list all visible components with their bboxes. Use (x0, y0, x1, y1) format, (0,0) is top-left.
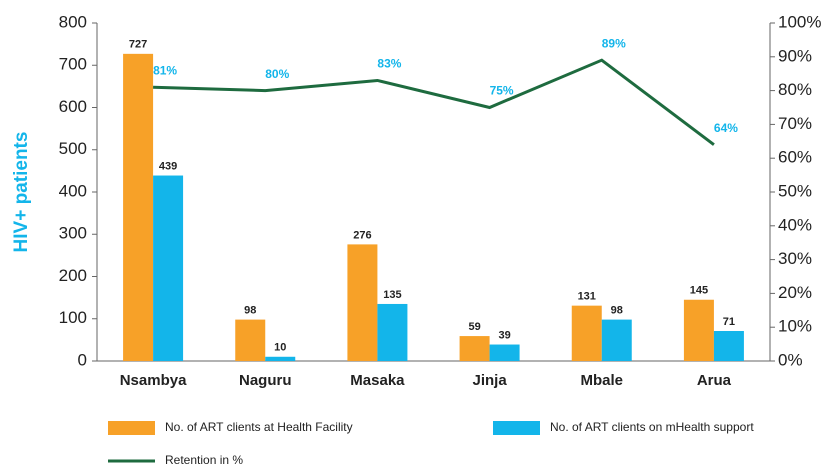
legend-label: No. of ART clients on mHealth support (550, 420, 754, 434)
x-tick-label: Jinja (472, 372, 507, 389)
x-tick-label: Nsambya (120, 372, 187, 389)
y-tick-label: 600 (59, 97, 87, 116)
bar-value-label: 10 (274, 342, 286, 354)
x-tick-label: Masaka (350, 372, 405, 389)
line-value-label: 80% (265, 67, 289, 81)
line-value-label: 89% (602, 36, 626, 50)
legend-label: Retention in % (165, 453, 243, 466)
line-value-label: 75% (490, 84, 514, 98)
legend-label: No. of ART clients at Health Facility (165, 420, 353, 434)
y-axis-title: HIV+ patients (11, 132, 32, 253)
x-tick-label: Arua (697, 372, 732, 389)
bar (123, 53, 154, 361)
y-tick-label: 800 (59, 12, 87, 31)
bar (459, 336, 490, 361)
y-tick-label: 300 (59, 224, 87, 243)
bar (347, 244, 378, 361)
bar-value-label: 131 (578, 291, 596, 303)
y-tick-label: 200 (59, 266, 87, 285)
line-value-label: 83% (377, 57, 401, 71)
y2-tick-label: 80% (778, 80, 812, 99)
y2-tick-label: 70% (778, 114, 812, 133)
bar (265, 356, 296, 361)
bar-value-label: 98 (244, 305, 256, 317)
bar-value-label: 276 (353, 229, 371, 241)
line-value-label: 64% (714, 121, 738, 135)
y2-tick-label: 0% (778, 350, 803, 369)
y2-tick-label: 100% (778, 12, 821, 31)
bar (571, 305, 602, 361)
bar-value-label: 39 (498, 329, 510, 341)
bar (489, 344, 520, 361)
bar-value-label: 727 (129, 39, 147, 51)
y2-tick-label: 20% (778, 283, 812, 302)
y2-tick-label: 50% (778, 181, 812, 200)
y2-tick-label: 90% (778, 46, 812, 65)
y-tick-label: 500 (59, 139, 87, 158)
bar-value-label: 71 (723, 316, 735, 328)
y2-tick-label: 10% (778, 317, 812, 336)
y-tick-label: 400 (59, 181, 87, 200)
legend-swatch (493, 421, 540, 435)
bar-value-label: 59 (468, 321, 480, 333)
y-tick-label: 100 (59, 308, 87, 327)
y2-tick-label: 30% (778, 249, 812, 268)
y-tick-label: 700 (59, 55, 87, 74)
bar (601, 319, 632, 361)
bar (683, 299, 714, 361)
x-tick-label: Mbale (580, 372, 623, 389)
bar-value-label: 135 (383, 289, 401, 301)
x-tick-label: Naguru (239, 372, 292, 389)
bar-value-label: 145 (690, 285, 708, 297)
y2-tick-label: 60% (778, 148, 812, 167)
bar-value-label: 439 (159, 160, 177, 172)
bar-value-label: 98 (611, 305, 623, 317)
line (153, 58, 715, 146)
y-tick-label: 0 (78, 350, 87, 369)
bar (377, 303, 408, 361)
bar (235, 319, 266, 361)
bar (153, 175, 184, 361)
legend-swatch (108, 421, 155, 435)
y2-tick-label: 40% (778, 215, 812, 234)
line-value-label: 81% (153, 63, 177, 77)
bar (713, 331, 744, 361)
